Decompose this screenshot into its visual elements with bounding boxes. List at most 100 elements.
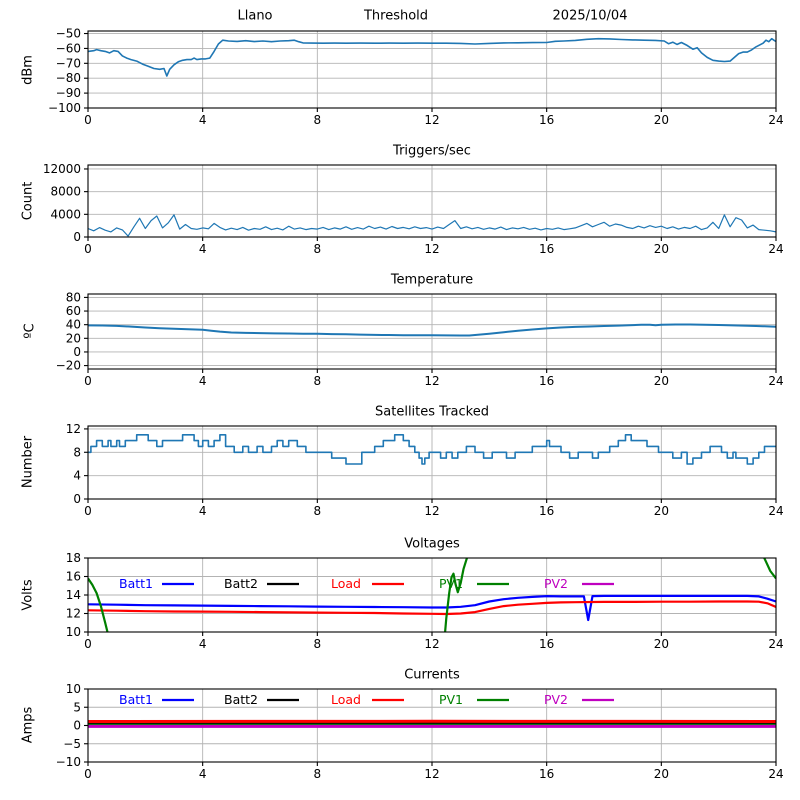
svg-text:−5: −5: [63, 737, 81, 751]
svg-text:5: 5: [73, 700, 81, 714]
svg-text:4: 4: [199, 374, 207, 388]
svg-text:−70: −70: [56, 56, 81, 70]
svg-text:16: 16: [539, 242, 554, 256]
svg-text:24: 24: [768, 767, 783, 781]
svg-text:14: 14: [66, 588, 81, 602]
svg-text:20: 20: [654, 374, 669, 388]
svg-text:0: 0: [84, 504, 92, 518]
svg-text:4: 4: [199, 113, 207, 127]
series-temperature: [88, 323, 776, 337]
svg-text:16: 16: [539, 113, 554, 127]
svg-text:−60: −60: [56, 41, 81, 55]
ticks-currents: 0 4 8 12 16 20 24 −10 −5 0 5 10: [56, 682, 784, 781]
svg-text:8: 8: [314, 113, 322, 127]
series-threshold: [88, 37, 776, 77]
ylabel-number: Number: [20, 435, 36, 489]
svg-text:24: 24: [768, 504, 783, 518]
svg-text:8: 8: [73, 445, 81, 459]
svg-text:24: 24: [768, 374, 783, 388]
svg-text:20: 20: [654, 637, 669, 651]
chart-title-voltages: Voltages: [404, 536, 460, 552]
svg-text:4: 4: [199, 637, 207, 651]
svg-text:10: 10: [66, 682, 81, 696]
svg-text:−80: −80: [56, 71, 81, 85]
svg-text:8: 8: [314, 767, 322, 781]
ylabel-amps: Amps: [20, 706, 36, 744]
svg-text:−10: −10: [56, 755, 81, 769]
legend-label-pv1: PV1: [439, 692, 463, 707]
chart-title-triggers: Triggers/sec: [393, 143, 471, 159]
chart-voltages: 0 4 8 12 16 20 24 10 12 14 16 18 Batt1 Batt2 Load PV1 PV…: [66, 551, 784, 651]
svg-text:12: 12: [424, 374, 439, 388]
svg-text:16: 16: [539, 637, 554, 651]
svg-text:12000: 12000: [43, 162, 81, 176]
grid-temperature: [87, 294, 777, 369]
svg-text:−20: −20: [56, 359, 81, 373]
svg-text:4: 4: [199, 767, 207, 781]
svg-text:60: 60: [66, 304, 81, 318]
svg-text:0: 0: [84, 113, 92, 127]
svg-text:0: 0: [73, 492, 81, 506]
legend-voltages: Batt1 Batt2 Load PV1 PV2: [119, 576, 614, 591]
svg-text:20: 20: [654, 113, 669, 127]
svg-text:24: 24: [768, 637, 783, 651]
grid-satellites: [87, 426, 777, 500]
svg-text:12: 12: [424, 637, 439, 651]
svg-text:10: 10: [66, 625, 81, 639]
legend-label-batt1: Batt1: [119, 576, 153, 591]
legend-label-load: Load: [331, 692, 361, 707]
svg-text:16: 16: [539, 504, 554, 518]
svg-text:−50: −50: [56, 27, 81, 41]
svg-text:4: 4: [199, 504, 207, 518]
line-satellites-tracked: [88, 434, 776, 465]
svg-text:8000: 8000: [50, 185, 81, 199]
svg-text:8: 8: [314, 637, 322, 651]
svg-text:80: 80: [66, 290, 81, 304]
svg-text:12: 12: [66, 607, 81, 621]
ticks-satellites: 0 4 8 12 16 20 24 0 4 8 12: [66, 422, 784, 518]
line-threshold-dbm: [88, 37, 776, 77]
legend-label-pv1: PV1: [439, 576, 463, 591]
ticks-voltages: 0 4 8 12 16 20 24 10 12 14 16 18: [66, 551, 784, 651]
ylabel-volts: Volts: [20, 579, 36, 611]
svg-text:12: 12: [424, 504, 439, 518]
svg-text:20: 20: [654, 242, 669, 256]
series-voltages: [88, 558, 776, 632]
svg-text:16: 16: [539, 767, 554, 781]
chart-currents: 0 4 8 12 16 20 24 −10 −5 0 5 10 Batt1 Batt2 Load PV1 PV2: [56, 682, 784, 781]
svg-text:0: 0: [73, 230, 81, 244]
chart-satellites: 0 4 8 12 16 20 24 0 4 8 12: [66, 422, 784, 518]
svg-text:8: 8: [314, 242, 322, 256]
svg-text:18: 18: [66, 551, 81, 565]
chart-date: 2025/10/04: [552, 8, 628, 24]
svg-text:8: 8: [314, 504, 322, 518]
line-pv1-volts: [88, 558, 776, 632]
chart-triggers: 0 4 8 12 16 20 24 0 4000 8000 12000: [43, 162, 784, 256]
legend-label-batt2: Batt2: [224, 576, 258, 591]
legend-label-pv2: PV2: [544, 576, 568, 591]
ylabel-celsius: ºC: [22, 323, 38, 339]
svg-text:12: 12: [424, 113, 439, 127]
station-name: Llano: [237, 8, 273, 24]
legend-label-pv2: PV2: [544, 692, 568, 707]
series-currents: [88, 719, 776, 728]
svg-text:16: 16: [66, 570, 81, 584]
svg-text:0: 0: [84, 637, 92, 651]
series-satellites: [88, 434, 776, 465]
svg-text:4000: 4000: [50, 207, 81, 221]
svg-text:40: 40: [66, 318, 81, 332]
line-temperature-c: [88, 323, 776, 337]
svg-text:−100: −100: [48, 101, 81, 115]
svg-text:4: 4: [73, 469, 81, 483]
svg-text:24: 24: [768, 242, 783, 256]
svg-text:24: 24: [768, 113, 783, 127]
chart-title-threshold: Threshold: [363, 8, 429, 24]
svg-text:20: 20: [66, 331, 81, 345]
svg-text:0: 0: [73, 345, 81, 359]
legend-label-load: Load: [331, 576, 361, 591]
chart-title-temperature: Temperature: [390, 272, 474, 288]
